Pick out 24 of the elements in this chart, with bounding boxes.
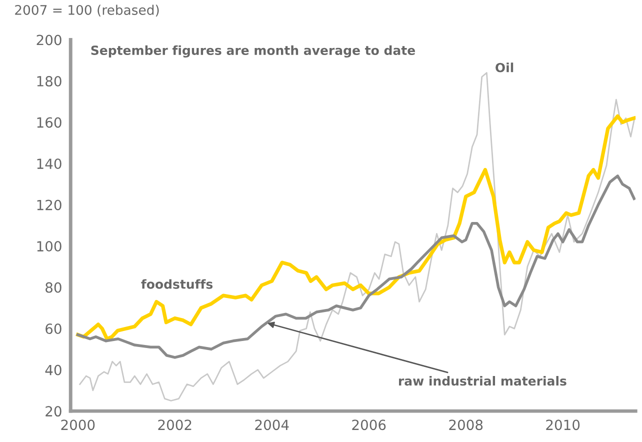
y-tick-label: 40 [45,364,62,376]
annotation: September figures are month average to date [91,45,415,58]
y-tick-label: 20 [46,406,62,417]
x-tick-label: 2000 [61,420,95,430]
x-tick-label: 2006 [352,420,386,430]
y-tick-label: 160 [37,117,62,128]
y-tick-label: 120 [37,200,62,210]
text: raw industrial materials [399,376,566,386]
x-tick-label: 2008 [449,420,483,430]
line-series [76,114,636,341]
y-tick-label: 140 [37,158,62,170]
y-tick-label: 100 [37,241,62,252]
series-label: Oil [496,62,514,72]
x-tick-label: 2002 [158,420,192,430]
y-tick-label: 200 [36,34,62,46]
x-tick-label: 2004 [255,420,289,430]
line-series [76,174,636,359]
line-series [79,72,635,402]
y-tick-label: 60 [46,324,62,334]
y-tick-label: 180 [37,76,62,87]
y-tick-label: 80 [46,282,62,293]
y-axis-title: 2007 = 100 (rebased) [15,4,159,16]
x-tick-label: 2010 [546,420,580,430]
series-label: foodstuffs [141,279,213,289]
